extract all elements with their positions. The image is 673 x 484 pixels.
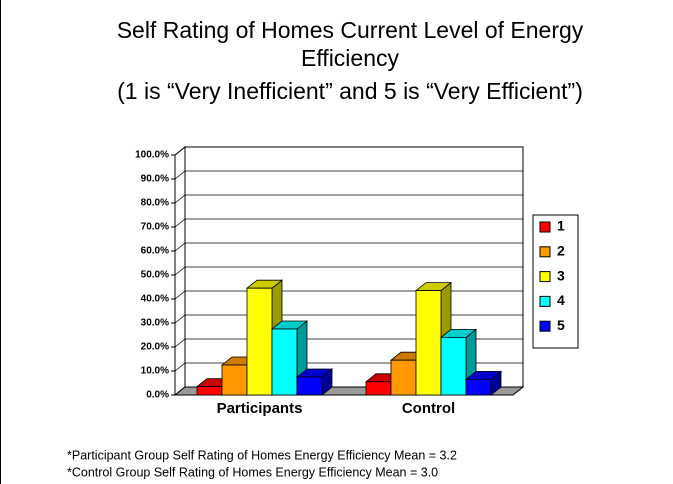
y-tick-label: 100.0% [135,150,169,161]
y-tick-label: 0.0% [146,390,169,401]
legend-swatch [539,295,551,307]
chart-subtitle: (1 is “Very Inefficient” and 5 is “Very … [117,78,583,104]
legend-label: 5 [557,317,565,333]
grid-line [174,194,186,204]
legend-swatch [539,221,551,233]
y-tick-label: 60.0% [141,246,169,257]
y-tick-label: 40.0% [141,294,169,305]
bar-front [365,381,392,396]
bar-front [271,328,298,396]
grid-line [174,314,186,324]
bar-front [440,336,467,396]
footnote: *Participant Group Self Rating of Homes … [67,448,457,462]
legend [532,214,579,349]
grid-line [174,170,186,180]
legend-label: 4 [557,292,565,308]
bar [245,279,284,396]
grid-line [174,242,186,252]
title-line: Self Rating of Homes Current Level of En… [117,17,584,43]
y-tick-label: 50.0% [141,270,169,281]
bar-front [296,376,323,396]
y-tick-label: 30.0% [141,318,169,329]
legend-label: 1 [557,218,565,234]
grid-line [174,290,186,300]
footnote: *Control Group Self Rating of Homes Ener… [67,465,438,479]
y-tick-label: 80.0% [141,198,169,209]
grid-line [174,386,186,396]
y-tick-label: 70.0% [141,222,169,233]
grid-line [174,218,186,228]
bar [295,368,334,396]
bar-front [196,386,223,396]
legend-swatch [539,271,551,283]
grid-line [174,338,186,348]
title-line: Efficiency [301,45,400,71]
bar-front [221,364,248,396]
chart-title: Self Rating of Homes Current Level of En… [117,17,584,71]
grid-line [174,362,186,372]
legend-label: 2 [557,243,565,259]
x-tick-label: Control [402,400,455,417]
y-tick-label: 10.0% [141,366,169,377]
y-tick-label: 90.0% [141,174,169,185]
bar-front [415,290,442,396]
legend-swatch [539,320,551,332]
grid-line [174,266,186,276]
bar-front [246,287,273,396]
bar [464,370,503,396]
bar-front [390,359,417,396]
bar-front [465,378,492,396]
legend-swatch [539,246,551,258]
grid-line [174,146,186,156]
y-tick-label: 20.0% [141,342,169,353]
legend-label: 3 [557,267,565,283]
x-tick-label: Participants [217,400,303,417]
